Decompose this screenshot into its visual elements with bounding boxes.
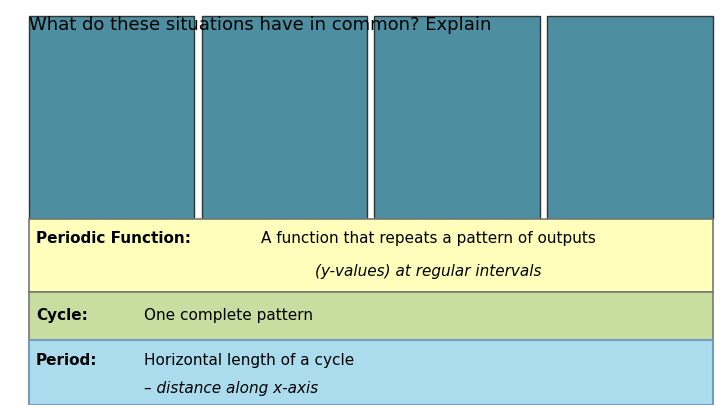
Text: – distance along x-axis: – distance along x-axis bbox=[144, 381, 318, 396]
Text: One complete pattern: One complete pattern bbox=[144, 308, 313, 324]
Bar bbox=[374, 16, 540, 219]
Text: A function that repeats a pattern of outputs: A function that repeats a pattern of out… bbox=[261, 231, 596, 247]
Bar bbox=[202, 16, 367, 219]
Text: Period:: Period: bbox=[36, 353, 97, 368]
Text: What do these situations have in common? Explain: What do these situations have in common?… bbox=[29, 16, 491, 34]
Bar bbox=[29, 16, 194, 219]
Bar bbox=[547, 16, 713, 219]
Text: (y-values) at regular intervals: (y-values) at regular intervals bbox=[315, 264, 541, 279]
Bar bbox=[29, 340, 713, 405]
Bar bbox=[29, 292, 713, 340]
Text: Periodic Function:: Periodic Function: bbox=[36, 231, 191, 247]
Text: Cycle:: Cycle: bbox=[36, 308, 88, 324]
Bar bbox=[29, 219, 713, 292]
Text: Horizontal length of a cycle: Horizontal length of a cycle bbox=[144, 353, 354, 368]
